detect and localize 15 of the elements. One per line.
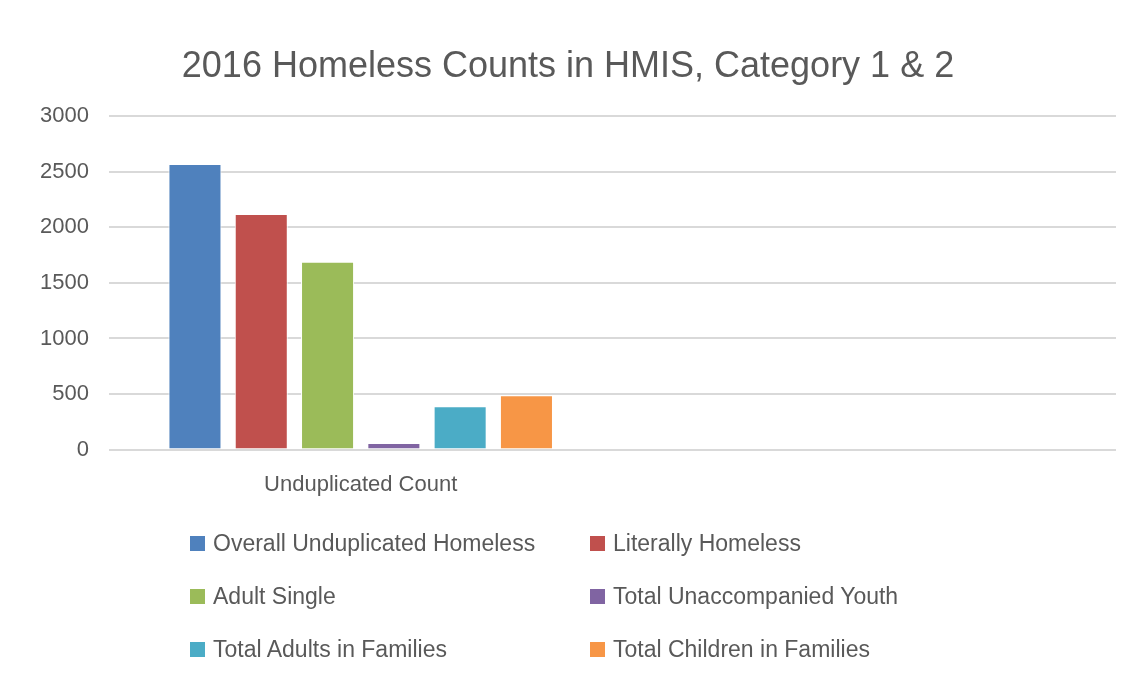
- legend-label: Total Children in Families: [613, 636, 870, 663]
- legend-label: Literally Homeless: [613, 530, 801, 557]
- y-tick-label: 3000: [39, 102, 89, 128]
- legend-label: Adult Single: [213, 583, 336, 610]
- legend-label: Total Unaccompanied Youth: [613, 583, 899, 610]
- y-tick-label: 2500: [39, 157, 89, 183]
- y-tick-label: 1500: [39, 268, 89, 294]
- y-tick-label: 500: [52, 380, 89, 406]
- y-tick-label: 1000: [39, 324, 89, 350]
- x-tick-label: Unduplicated Count: [264, 470, 458, 496]
- chart-title: 2016 Homeless Counts in HMIS, Category 1 & 2: [181, 43, 955, 85]
- y-tick-label: 2000: [39, 213, 89, 239]
- legend-label: Total Adults in Families: [213, 636, 447, 663]
- legend-label: Overall Unduplicated Homeless: [213, 530, 536, 557]
- y-tick-label: 0: [76, 435, 89, 461]
